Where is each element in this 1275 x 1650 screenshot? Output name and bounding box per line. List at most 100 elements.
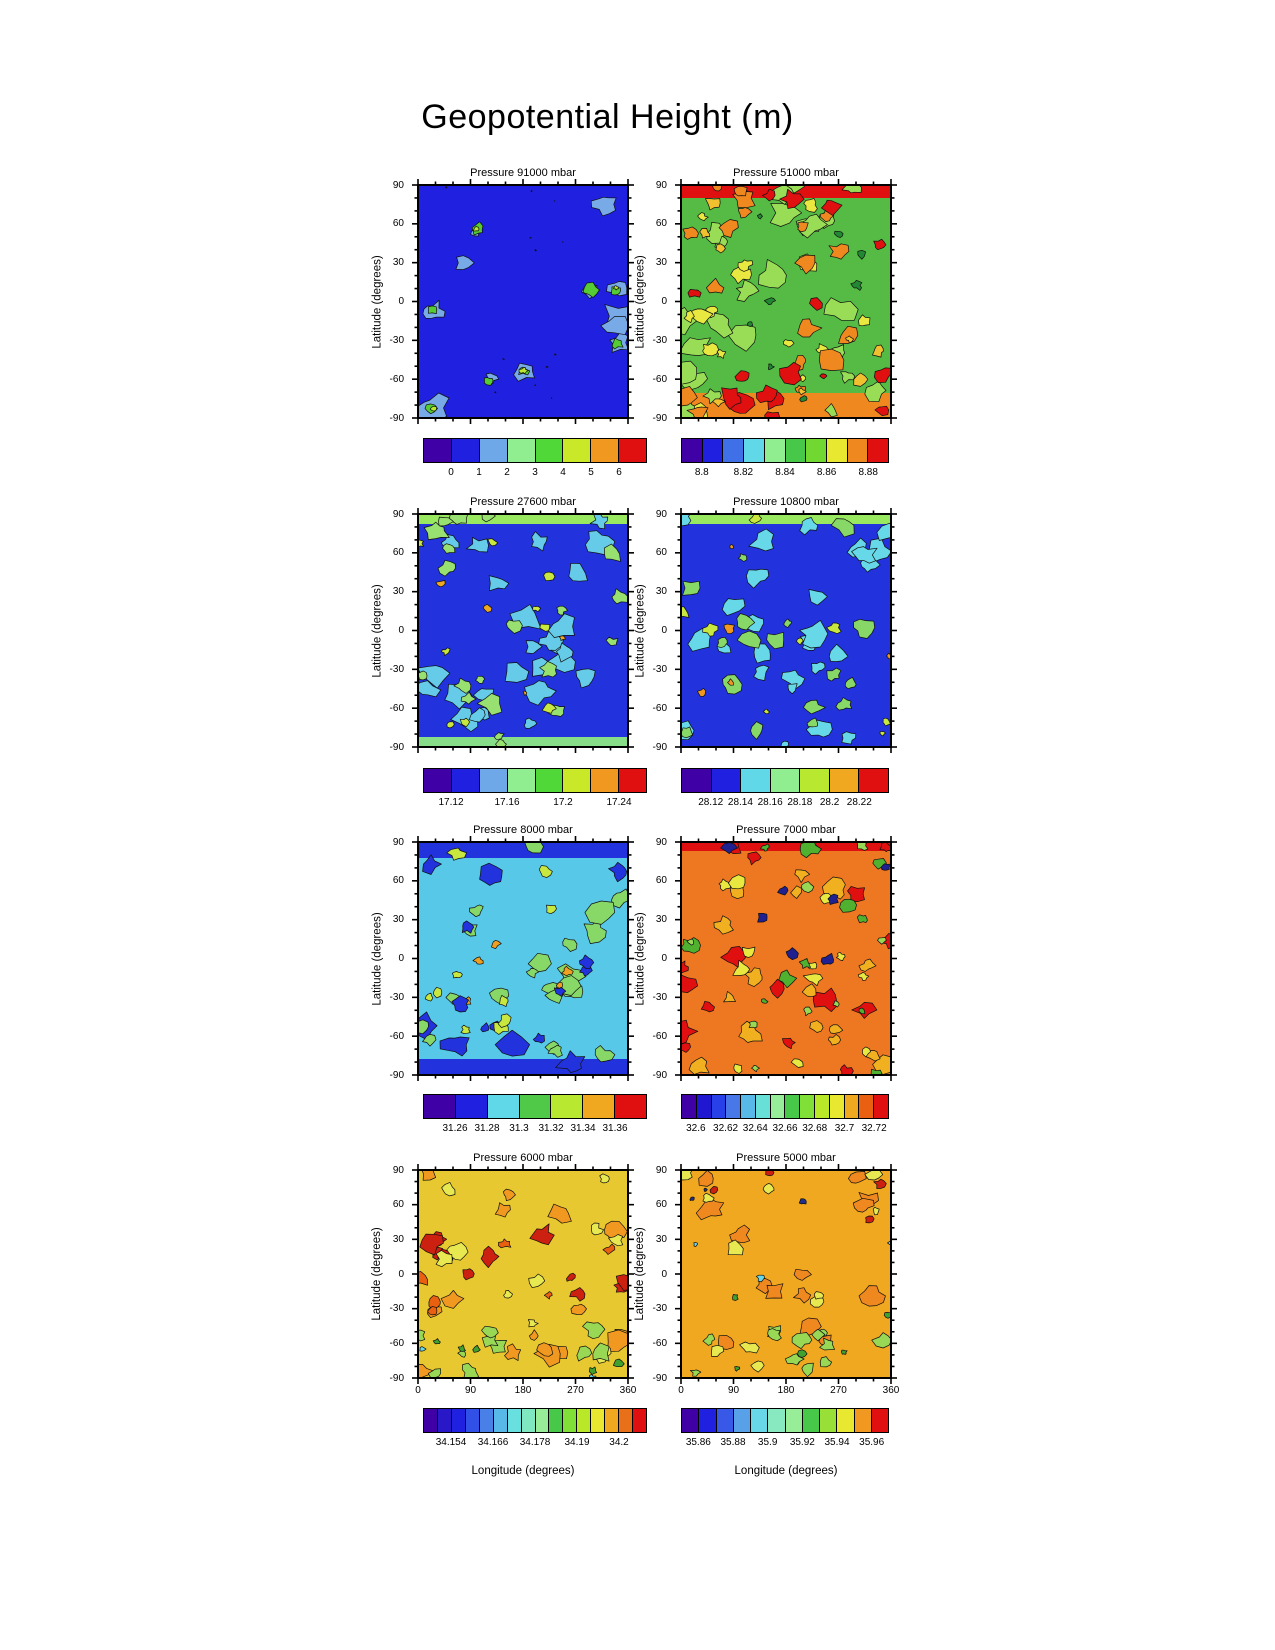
contour-blob xyxy=(569,1287,586,1302)
colorbar-segment xyxy=(743,439,764,462)
contour-blob xyxy=(873,238,887,251)
colorbar-segment xyxy=(590,439,619,462)
colorbar-segment xyxy=(701,439,723,462)
colorbar-segment xyxy=(769,769,800,792)
contour-blob xyxy=(681,360,697,385)
y-tick-label: 30 xyxy=(655,914,667,926)
contour-blob xyxy=(876,523,891,541)
colorbar xyxy=(681,438,889,463)
contour-blob xyxy=(524,680,557,706)
colorbar-segment xyxy=(784,439,806,462)
contour-blob xyxy=(818,348,845,371)
contour-blob xyxy=(790,885,803,899)
contour-blob xyxy=(689,1369,702,1377)
contour-blob xyxy=(819,1337,835,1351)
y-tick-label: -30 xyxy=(652,991,667,1003)
contour-blob xyxy=(828,1024,844,1034)
colorbar-segment xyxy=(506,439,535,462)
contour-blob xyxy=(480,1022,490,1033)
panel-title: Pressure 91000 mbar xyxy=(470,167,576,179)
contour-blob xyxy=(767,1328,782,1342)
colorbar-tick-label: 31.32 xyxy=(538,1123,564,1134)
colorbar-tick-label: 35.88 xyxy=(720,1437,746,1448)
colorbar-segment xyxy=(562,439,591,462)
contour-blob xyxy=(527,952,552,973)
contour-blob xyxy=(832,1000,840,1008)
contour-blob xyxy=(723,623,735,634)
y-tick-label: 0 xyxy=(398,1268,404,1280)
contour-blob xyxy=(746,568,770,589)
contour-blob xyxy=(441,647,451,656)
contour-blob xyxy=(547,1044,563,1058)
contour-blob xyxy=(698,1170,714,1187)
contour-blob xyxy=(504,1343,522,1361)
y-tick-label: -90 xyxy=(389,1069,404,1081)
colorbar-segment xyxy=(562,769,591,792)
contour-blob xyxy=(840,371,856,384)
contour-blob xyxy=(611,337,624,350)
colorbar xyxy=(681,1408,889,1433)
contour-blob xyxy=(584,900,616,925)
map-border xyxy=(417,513,629,748)
contour-blob xyxy=(472,1344,481,1353)
contour-blob xyxy=(461,1362,479,1378)
colorbar-tick-label: 35.94 xyxy=(824,1437,850,1448)
contour-blob xyxy=(779,361,802,386)
colorbar xyxy=(423,438,647,463)
map-region xyxy=(418,185,628,418)
contour-blob xyxy=(793,1268,812,1281)
y-tick-label: 90 xyxy=(655,836,667,848)
contour-blob xyxy=(828,643,849,662)
contour-blob xyxy=(693,1242,698,1247)
contour-map-27600-mbar xyxy=(412,508,634,753)
contour-blob xyxy=(733,185,748,197)
contour-blob xyxy=(762,708,770,715)
contour-blob xyxy=(879,842,891,852)
contour-blob xyxy=(879,730,886,737)
colorbar-tick-label: 32.64 xyxy=(742,1123,768,1134)
map-svg xyxy=(675,179,897,424)
colorbar-segment xyxy=(740,769,770,792)
contour-blob xyxy=(473,226,480,232)
contour-blob xyxy=(452,971,463,979)
contour-blob xyxy=(748,1020,758,1029)
x-tick-label: 180 xyxy=(514,1385,532,1396)
contour-blob xyxy=(802,973,824,987)
colorbar-tick-label: 28.18 xyxy=(787,797,813,808)
contour-blob xyxy=(747,321,754,327)
colorbar-segment xyxy=(548,1409,563,1432)
y-tick-label: -90 xyxy=(652,412,667,424)
contour-blob xyxy=(844,676,857,690)
contour-blob xyxy=(750,721,764,740)
colorbar-segment xyxy=(478,1409,493,1432)
contour-blob xyxy=(872,1206,880,1216)
contour-blob xyxy=(439,1036,470,1057)
contour-blob xyxy=(686,406,709,418)
contour-blob xyxy=(488,575,510,592)
y-tick-label: -60 xyxy=(652,1337,667,1349)
contour-blob xyxy=(419,1233,444,1256)
colorbar-segment xyxy=(769,1095,785,1118)
contour-blob xyxy=(681,1170,693,1181)
map-fill xyxy=(681,842,891,1075)
contour-blob xyxy=(827,893,839,905)
contour-blob xyxy=(723,991,736,1003)
contour-blob xyxy=(870,1068,883,1075)
y-tick-label: -60 xyxy=(389,1030,404,1042)
contour-blob xyxy=(459,717,470,728)
contour-blob xyxy=(779,188,805,209)
contour-blob xyxy=(578,954,595,970)
contour-blob xyxy=(845,335,854,344)
contour-blob xyxy=(556,605,568,616)
contour-blob xyxy=(812,987,838,1012)
y-tick-label: -30 xyxy=(389,663,404,675)
contour-blob xyxy=(755,384,778,404)
contour-blob xyxy=(702,622,719,637)
y-tick-label: 90 xyxy=(392,508,404,520)
panel-title: Pressure 5000 mbar xyxy=(736,1152,836,1164)
map-region xyxy=(418,737,628,747)
y-tick-label: 60 xyxy=(392,547,404,559)
contour-blob xyxy=(797,318,823,338)
contour-blob xyxy=(453,677,472,694)
contour-blob xyxy=(424,992,434,1002)
